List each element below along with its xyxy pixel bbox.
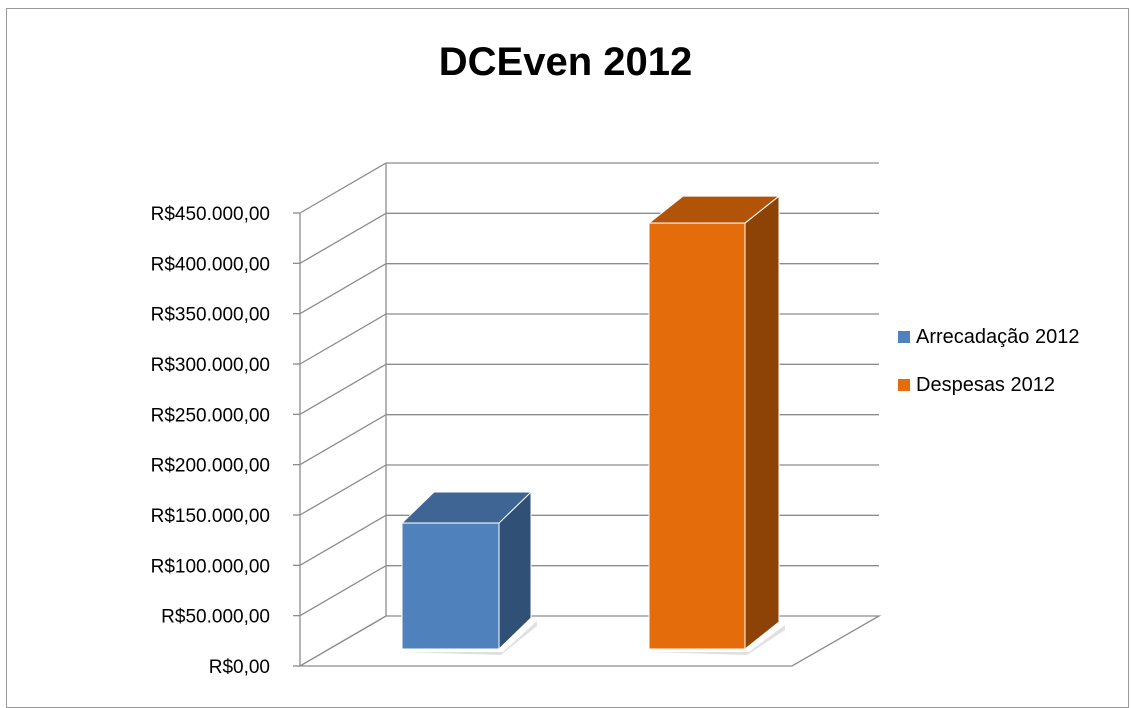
side-gridline [299, 414, 387, 466]
y-tick-label: R$0,00 [209, 657, 270, 678]
y-tick-label: R$450.000,00 [151, 204, 270, 225]
side-gridline [299, 313, 387, 365]
legend-swatch-arrecadacao [898, 331, 910, 343]
legend-label-arrecadacao: Arrecadação 2012 [916, 325, 1080, 348]
y-tick-label: R$300.000,00 [151, 355, 270, 376]
y-tick-label: R$350.000,00 [151, 305, 270, 326]
chart-frame [6, 8, 1129, 708]
bar-side-face [744, 195, 780, 651]
side-gridline [299, 464, 387, 516]
y-tick-label: R$200.000,00 [151, 456, 270, 477]
floor [297, 615, 882, 667]
legend: Arrecadação 2012 Despesas 2012 [898, 322, 1079, 418]
bar-shadow [649, 625, 785, 655]
side-gridline [299, 363, 387, 415]
side-gridline [299, 514, 387, 566]
chart-title: DCEven 2012 [438, 40, 693, 84]
legend-item-arrecadacao: Arrecadação 2012 [898, 322, 1079, 352]
legend-label-despesas: Despesas 2012 [916, 373, 1055, 396]
side-gridline [299, 565, 387, 617]
y-tick-label: R$400.000,00 [151, 254, 270, 275]
y-tick-label: R$100.000,00 [151, 556, 270, 577]
side-gridline [299, 162, 387, 214]
bar-despesas [648, 222, 746, 650]
legend-item-despesas: Despesas 2012 [898, 370, 1079, 400]
side-gridline [299, 212, 387, 264]
y-tick-label: R$250.000,00 [151, 405, 270, 426]
bar-arrecadacao [401, 522, 500, 650]
y-tick-label: R$150.000,00 [151, 506, 270, 527]
y-tick-label: R$50.000,00 [161, 607, 270, 628]
legend-swatch-despesas [898, 379, 910, 391]
side-gridline [299, 263, 387, 315]
